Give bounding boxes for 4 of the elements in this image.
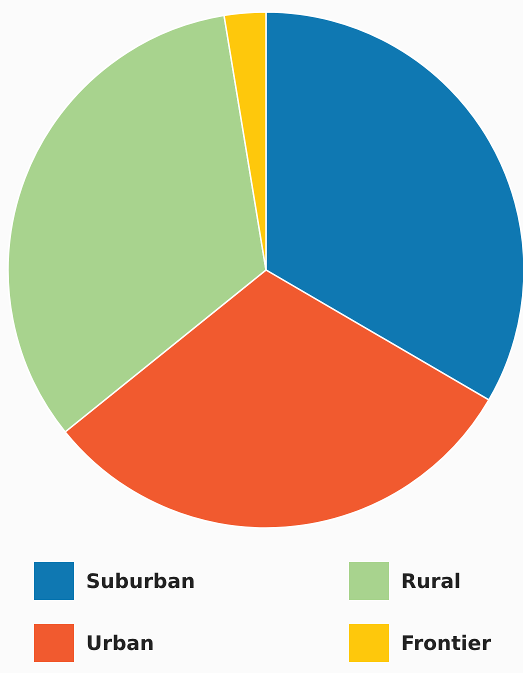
legend-label: Rural bbox=[401, 569, 461, 593]
legend-label: Urban bbox=[86, 631, 154, 655]
legend-label: Suburban bbox=[86, 569, 196, 593]
legend-label: Frontier bbox=[401, 631, 492, 655]
